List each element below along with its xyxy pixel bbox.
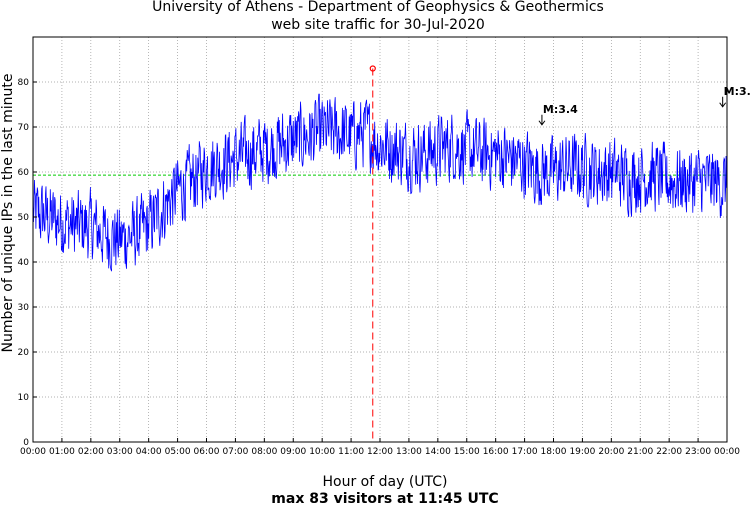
x-tick-label: 08:00 — [251, 447, 277, 457]
y-tick-label: 30 — [18, 303, 30, 313]
x-tick-label: 02:00 — [78, 447, 104, 457]
max-marker-dot — [369, 65, 376, 72]
y-axis-label: Number of unique IPs in the last minute — [0, 74, 16, 353]
x-tick-label: 16:00 — [483, 447, 509, 457]
x-tick-label: 21:00 — [627, 447, 653, 457]
x-tick-label: 14:00 — [425, 447, 451, 457]
y-tick-label: 0 — [23, 438, 29, 448]
x-tick-label: 22:00 — [656, 447, 682, 457]
event-marker-arrowhead — [538, 120, 546, 126]
x-tick-label: 06:00 — [194, 447, 220, 457]
y-tick-label: 40 — [18, 258, 30, 268]
x-tick-label: 04:00 — [136, 447, 162, 457]
x-tick-label: 20:00 — [598, 447, 624, 457]
x-tick-label: 01:00 — [49, 447, 75, 457]
x-axis-ticks: 00:00 01:00 02:00 03:00 04:00 05:00 06:00 07:00… — [20, 438, 740, 457]
x-tick-label: 00:00 — [20, 447, 46, 457]
y-tick-label: 50 — [18, 213, 30, 223]
x-tick-label: 17:00 — [512, 447, 538, 457]
chart-title: University of Athens - Department of Geo… — [152, 0, 604, 15]
x-tick-label: 10:00 — [309, 447, 335, 457]
chart-subtitle: web site traffic for 30-Jul-2020 — [271, 17, 485, 33]
y-tick-label: 10 — [18, 393, 30, 403]
x-tick-label: 07:00 — [222, 447, 248, 457]
event-markers: M:3.4 M:3.8 — [538, 85, 750, 126]
x-tick-label: 09:00 — [280, 447, 306, 457]
y-tick-label: 20 — [18, 348, 30, 358]
x-tick-label: 12:00 — [367, 447, 393, 457]
x-tick-label: 03:00 — [107, 447, 133, 457]
x-tick-label: 13:00 — [396, 447, 422, 457]
x-axis-label: Hour of day (UTC) — [323, 474, 448, 490]
y-tick-label: 60 — [18, 168, 30, 178]
x-tick-label: 11:00 — [338, 447, 364, 457]
event-marker-label: M:3.8 — [724, 85, 750, 98]
x-tick-label: 15:00 — [454, 447, 480, 457]
y-tick-label: 80 — [18, 78, 30, 88]
y-tick-label: 70 — [18, 123, 30, 133]
x-tick-label: 18:00 — [541, 447, 567, 457]
x-tick-label: 00:00 — [714, 447, 740, 457]
y-axis-ticks: 0 10 20 30 40 50 60 70 80 — [18, 78, 37, 448]
x-tick-label: 19:00 — [569, 447, 595, 457]
max-visitors-footer: max 83 visitors at 11:45 UTC — [271, 491, 498, 507]
event-marker-label: M:3.4 — [543, 103, 578, 116]
x-tick-label: 23:00 — [685, 447, 711, 457]
event-marker-arrowhead — [719, 102, 727, 108]
series-line-visitors — [32, 93, 728, 272]
x-tick-label: 05:00 — [165, 447, 191, 457]
